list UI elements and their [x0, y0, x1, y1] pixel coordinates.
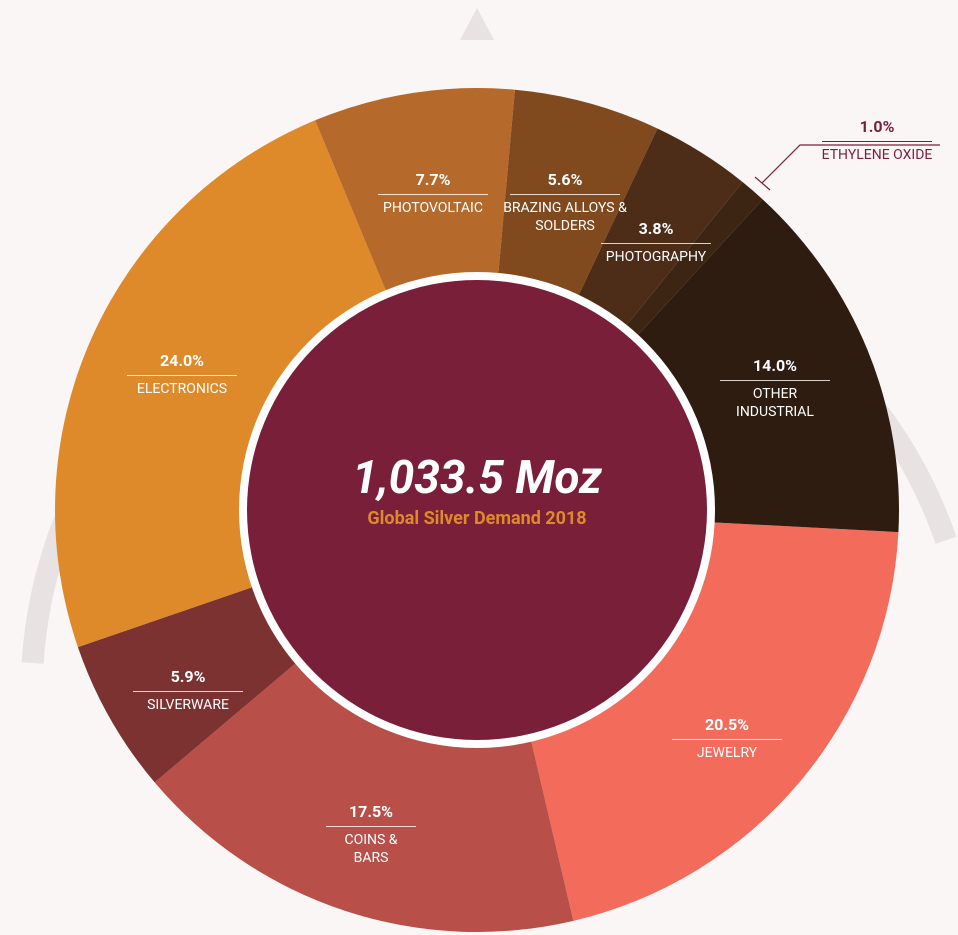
slice-label: 17.5% COINS & BARS: [326, 802, 416, 867]
percent-label: 17.5%: [326, 802, 416, 827]
slice-label: 5.6% BRAZING ALLOYS & SOLDERS: [495, 170, 635, 235]
category-label: BRAZING ALLOYS & SOLDERS: [503, 200, 627, 234]
percent-label: 5.6%: [510, 170, 620, 195]
slice-label: 3.8% PHOTOGRAPHY: [596, 219, 716, 266]
category-label: PHOTOGRAPHY: [605, 249, 707, 265]
center-subtitle: Global Silver Demand 2018: [367, 508, 587, 529]
center-label: 1,033.5 Moz Global Silver Demand 2018: [277, 450, 677, 532]
category-label: ETHYLENE OXIDE: [821, 147, 933, 163]
slice-label: 5.9% SILVERWARE: [133, 667, 243, 714]
percent-label: 5.9%: [133, 667, 243, 692]
category-label: COINS & BARS: [344, 832, 398, 866]
percent-label: 1.0%: [822, 117, 932, 142]
percent-label: 24.0%: [127, 351, 237, 376]
category-label: PHOTOVOLTAIC: [383, 200, 483, 216]
slice-label: 7.7% PHOTOVOLTAIC: [373, 170, 493, 217]
slice-label: 1.0% ETHYLENE OXIDE: [807, 117, 947, 164]
category-label: ELECTRONICS: [136, 381, 228, 397]
percent-label: 7.7%: [378, 170, 488, 195]
slice-label: 20.5% JEWELRY: [667, 715, 787, 762]
center-title: 1,033.5 Moz: [352, 451, 602, 505]
percent-label: 20.5%: [672, 715, 782, 740]
callout-line: [761, 144, 940, 184]
center-disc: [247, 280, 707, 740]
percent-label: 14.0%: [720, 356, 830, 381]
slice-label: 24.0% ELECTRONICS: [117, 351, 247, 398]
percent-label: 3.8%: [601, 219, 711, 244]
callout-tick: [754, 176, 771, 191]
slice-label: 14.0% OTHER INDUSTRIAL: [720, 356, 830, 421]
category-label: JEWELRY: [696, 745, 758, 761]
category-label: OTHER INDUSTRIAL: [736, 386, 814, 420]
category-label: SILVERWARE: [147, 697, 229, 713]
arc-pointer: [460, 8, 494, 40]
